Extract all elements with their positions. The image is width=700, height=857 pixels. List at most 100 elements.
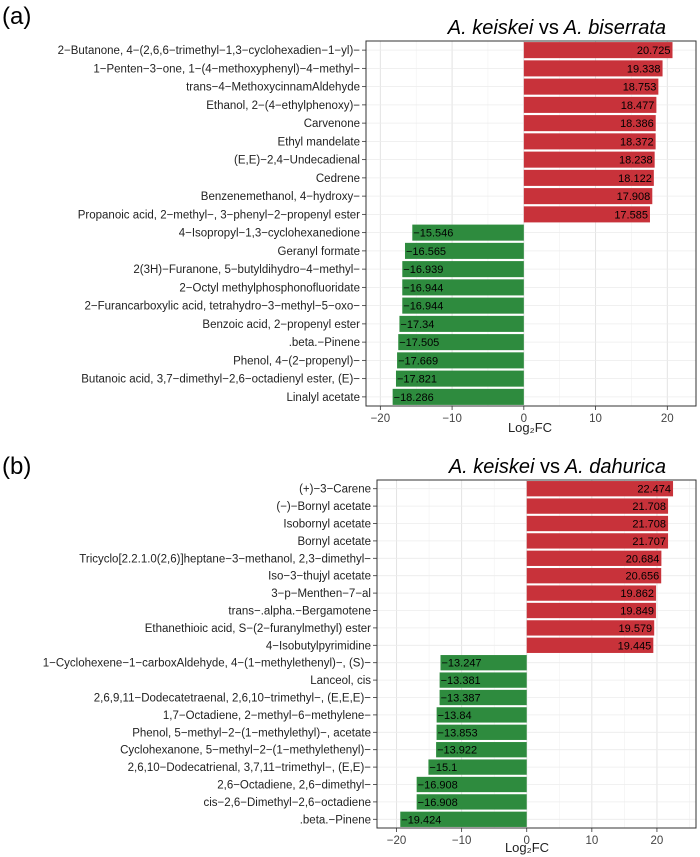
panel-b-category-labels: (+)−3−Carene (−)−Bornyl acetate Isobornyl …: [43, 484, 377, 826]
bar-3: [526, 515, 669, 532]
category-label: 2(3H)−Furanone, 5−butyldihydro−4−methyl−: [133, 264, 360, 276]
value-label: 20.725: [637, 45, 671, 57]
bar-10: [526, 637, 654, 653]
value-label: 18.386: [620, 118, 654, 130]
bar-11: [440, 655, 527, 671]
category-label: Phenol, 4−(2−propenyl)−: [233, 355, 360, 367]
value-label: 20.684: [626, 553, 660, 565]
panel-b-title: A. keiskei vs A. dahurica: [448, 456, 666, 478]
bar-6: [523, 133, 656, 150]
category-label: 1−Cyclohexene−1−carboxAldehyde, 4−(1−met…: [43, 658, 372, 670]
panel-b-x-ticks: −20 −10 0 10 20: [387, 828, 663, 847]
value-label: −16.908: [418, 797, 458, 809]
value-label: 21.708: [632, 519, 666, 531]
x-tick-label: 0: [521, 413, 527, 425]
category-label: Ethanethioic acid, S−(2−furanylmethyl) e…: [145, 623, 371, 635]
bar-6: [526, 568, 662, 584]
bar-11: [412, 224, 524, 241]
category-label: 2−Furancarboxylic acid, tetrahydro−3−met…: [84, 301, 360, 313]
category-label: 2,6,9,11−Dodecatetraenal, 2,6,10−trimeth…: [94, 693, 372, 705]
x-tick-label: −10: [442, 413, 462, 425]
value-label: −13.247: [441, 658, 481, 670]
bar-13: [402, 261, 524, 278]
bar-19: [416, 794, 527, 810]
bar-3: [523, 78, 659, 95]
value-label: 20.656: [626, 571, 660, 583]
category-label: 3−p−Menthen−7−al: [271, 588, 371, 600]
value-label: 17.908: [617, 191, 651, 203]
bar-20: [392, 388, 524, 405]
panel-a-value-labels: 20.725 19.338 18.753 18.477 18.386 18.372 18.2…: [394, 45, 671, 404]
value-label: −13.922: [437, 745, 477, 757]
panel-a-title-vs: vs: [539, 17, 559, 39]
bar-8: [523, 169, 654, 186]
x-tick-label: 10: [585, 835, 598, 847]
bar-15: [436, 724, 527, 740]
bar-5: [526, 550, 662, 566]
value-label: −16.944: [403, 282, 443, 294]
panel-b-title-species2: A. dahurica: [564, 456, 666, 478]
category-label: cis−2,6−Dimethyl−2,6−octadiene: [204, 797, 372, 809]
category-label: 2−Butanone, 4−(2,6,6−trimethyl−1,3−cyclo…: [58, 45, 361, 57]
x-tick-label: 0: [524, 835, 530, 847]
category-label: trans−.alpha.−Bergamotene: [228, 606, 371, 618]
category-label: Cedrene: [316, 173, 360, 185]
value-label: 21.707: [632, 536, 666, 548]
x-tick-label: −20: [371, 413, 391, 425]
panel-b-plot-border: [376, 479, 697, 829]
panel-a-title: A. keiskei vs A. biserrata: [447, 17, 666, 39]
category-label: Carvenone: [304, 118, 360, 130]
bar-9: [523, 188, 653, 205]
category-label: 2,6−Octadiene, 2,6−dimethyl−: [217, 780, 371, 792]
bar-16: [436, 742, 527, 758]
category-label: .beta.−Pinene: [300, 814, 371, 826]
panel-a-letter: (a): [2, 3, 31, 30]
panel-a-title-species2: A. biserrata: [563, 17, 666, 39]
value-label: 22.474: [637, 484, 671, 496]
value-label: −17.669: [398, 355, 438, 367]
category-label: Linalyl acetate: [286, 392, 360, 404]
panel-b-x-axis-label: Log₂FC: [505, 840, 549, 855]
value-label: 18.122: [618, 173, 652, 185]
bar-10: [523, 206, 650, 223]
category-label: 1,7−Octadiene, 2−methyl−6−methylene−: [163, 710, 371, 722]
category-label: (E,E)−2,4−Undecadienal: [234, 155, 360, 167]
bar-9: [526, 620, 655, 636]
panel-a-title-species1: A. keiskei: [447, 17, 534, 39]
category-label: Tricyclo[2.2.1.0(2,6)]heptane−3−methanol…: [79, 553, 371, 565]
bar-14: [436, 707, 527, 723]
category-label: Benzoic acid, 2−propenyl ester: [202, 319, 360, 331]
bar-7: [526, 585, 657, 601]
x-tick-label: 10: [589, 413, 602, 425]
bar-12: [439, 672, 527, 688]
panel-b-title-species1: A. keiskei: [448, 456, 535, 478]
panel-b-title-vs: vs: [540, 456, 560, 478]
bar-14: [402, 279, 524, 296]
category-label: trans−4−MethoxycinnamAldehyde: [186, 82, 360, 94]
category-label: Bornyl acetate: [297, 536, 371, 548]
value-label: −19.424: [401, 814, 441, 826]
value-label: −13.84: [438, 710, 472, 722]
category-label: Iso−3−thujyl acetate: [268, 571, 371, 583]
category-label: .beta.−Pinene: [289, 337, 360, 349]
value-label: −17.505: [399, 337, 439, 349]
value-label: 21.708: [632, 501, 666, 513]
category-label: (+)−3−Carene: [299, 484, 371, 496]
value-label: −16.939: [403, 264, 443, 276]
category-label: Lanceol, cis: [310, 675, 371, 687]
panel-a: (a) A. keiskei vs A. biserrata 2−Butanon…: [2, 3, 697, 435]
value-label: −18.286: [394, 392, 434, 404]
value-label: 19.849: [620, 606, 654, 618]
value-label: 17.585: [614, 209, 648, 221]
value-label: 19.579: [619, 623, 653, 635]
bar-17: [398, 334, 524, 351]
value-label: −13.853: [438, 727, 478, 739]
x-tick-label: −20: [387, 835, 407, 847]
bar-8: [526, 602, 656, 619]
bar-18: [397, 352, 524, 369]
category-label: 4−Isopropyl−1,3−cyclohexanedione: [179, 228, 360, 240]
value-label: 18.372: [620, 136, 654, 148]
panel-a-x-axis-label: Log₂FC: [508, 420, 552, 435]
value-label: −17.821: [397, 374, 437, 386]
